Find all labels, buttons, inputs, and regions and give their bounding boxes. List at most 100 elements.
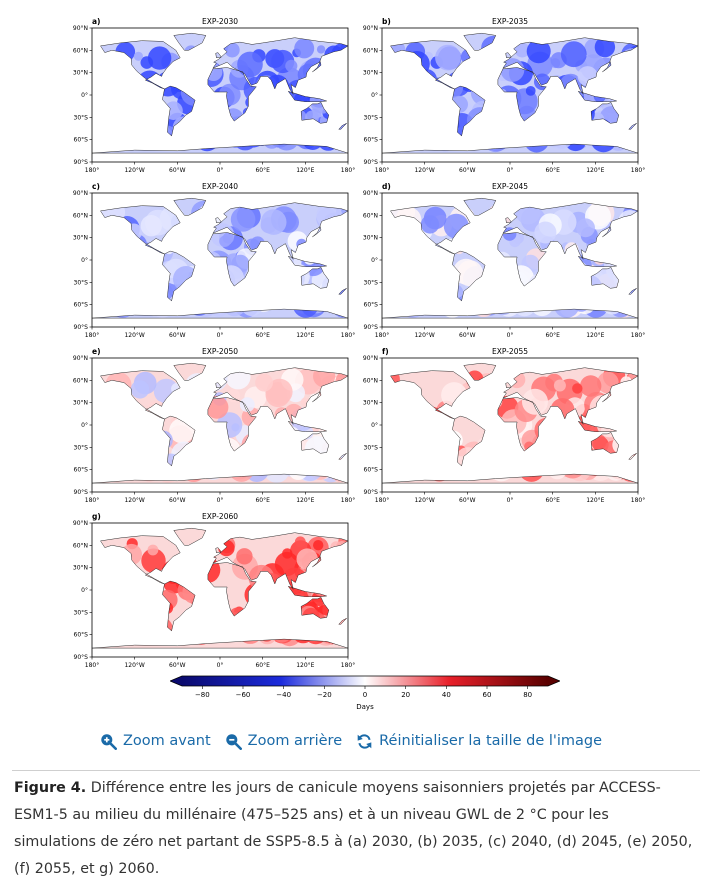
- x-tick-label: 120°W: [414, 332, 434, 339]
- y-tick-label: 0°: [81, 257, 88, 264]
- x-tick-label: 120°E: [586, 497, 604, 504]
- colorbar-tick-label: 0: [363, 691, 367, 699]
- heat-cell: [316, 45, 326, 54]
- figure-caption: Figure 4. Différence entre les jours de …: [14, 775, 694, 883]
- x-tick-label: 180°: [341, 332, 355, 339]
- heat-cell: [435, 44, 461, 71]
- reset-size-button[interactable]: Réinitialiser la taille de l'image: [356, 733, 602, 750]
- x-tick-label: 60°E: [255, 497, 270, 504]
- x-tick-label: 180°: [85, 497, 99, 504]
- y-tick-label: 30°S: [364, 114, 379, 121]
- caption-text: Différence entre les jours de canicule m…: [14, 780, 693, 877]
- x-tick-label: 180°: [341, 497, 355, 504]
- y-tick-label: 90°N: [73, 520, 88, 527]
- x-tick-label: 120°W: [124, 332, 144, 339]
- y-tick-label: 30°N: [73, 70, 88, 77]
- zoom-in-label: Zoom avant: [123, 733, 211, 749]
- y-tick-label: 30°S: [74, 279, 89, 286]
- y-tick-label: 60°N: [73, 47, 88, 54]
- coastline: [381, 32, 639, 154]
- heat-cell: [230, 207, 256, 232]
- y-tick-label: 0°: [371, 422, 378, 429]
- x-tick-label: 0°: [217, 662, 224, 669]
- zoom-in-icon: [101, 733, 117, 750]
- heat-cell: [534, 221, 557, 244]
- zoom-in-button[interactable]: Zoom avant: [100, 733, 211, 750]
- heat-cell: [260, 209, 287, 235]
- x-tick-label: 120°E: [296, 662, 314, 669]
- x-tick-label: 180°: [631, 332, 645, 339]
- x-tick-label: 120°E: [586, 167, 604, 174]
- y-tick-label: 30°N: [73, 400, 88, 407]
- coastline: [381, 197, 639, 319]
- x-tick-label: 0°: [507, 167, 514, 174]
- x-tick-label: 0°: [217, 497, 224, 504]
- heat-cell: [594, 36, 616, 58]
- y-tick-label: 60°N: [73, 377, 88, 384]
- x-tick-label: 180°: [375, 497, 389, 504]
- heat-cell: [130, 380, 150, 399]
- heat-cell: [133, 51, 143, 61]
- panel-letter: e): [92, 347, 101, 356]
- x-tick-label: 120°E: [586, 332, 604, 339]
- x-tick-label: 60°E: [255, 167, 270, 174]
- x-tick-label: 60°E: [545, 332, 560, 339]
- heat-cell: [313, 540, 324, 551]
- heat-cell: [147, 46, 172, 70]
- x-tick-label: 180°: [375, 167, 389, 174]
- y-tick-label: 0°: [371, 92, 378, 99]
- x-tick-label: 180°: [341, 167, 355, 174]
- y-tick-label: 0°: [81, 422, 88, 429]
- x-tick-label: 60°W: [169, 497, 186, 504]
- heat-cell: [227, 389, 241, 403]
- colorbar-tick-label: −40: [276, 691, 291, 699]
- y-tick-label: 60°S: [364, 137, 379, 144]
- y-tick-label: 60°S: [74, 467, 89, 474]
- y-tick-label: 60°N: [73, 542, 88, 549]
- x-tick-label: 120°W: [124, 497, 144, 504]
- y-tick-label: 30°N: [363, 235, 378, 242]
- x-tick-label: 0°: [507, 497, 514, 504]
- colorbar-tick-label: 60: [483, 691, 492, 699]
- heat-cell: [294, 38, 315, 59]
- colorbar-svg: −80 −60 −40 −20 0 20 40 60 80 Days: [169, 675, 561, 711]
- heat-cell: [420, 215, 440, 234]
- panel-title: EXP-2045: [492, 182, 528, 191]
- heat-cell: [266, 378, 293, 405]
- y-tick-label: 0°: [81, 587, 88, 594]
- x-tick-label: 120°W: [414, 167, 434, 174]
- colorbar-tick-label: −20: [317, 691, 332, 699]
- map-panel: g) EXP-2060 180° 120°W 60°W 0° 60°E 120°E 180° 90…: [66, 507, 366, 669]
- y-tick-label: 30°S: [364, 444, 379, 451]
- colorbar-tick-label: 80: [523, 691, 532, 699]
- x-tick-label: 60°W: [169, 167, 186, 174]
- heat-cell: [141, 548, 166, 573]
- x-tick-label: 60°W: [459, 497, 476, 504]
- heat-cell: [255, 373, 273, 392]
- x-tick-label: 180°: [631, 167, 645, 174]
- y-tick-label: 60°S: [364, 302, 379, 309]
- y-tick-label: 30°S: [74, 609, 89, 616]
- image-toolbar: Zoom avant Zoom arrière Réinitialiser la…: [100, 728, 620, 754]
- x-tick-label: 180°: [375, 332, 389, 339]
- heat-cell: [553, 379, 566, 392]
- y-tick-label: 90°N: [363, 25, 378, 32]
- coastline: [91, 527, 349, 649]
- panel-title: EXP-2035: [492, 17, 528, 26]
- y-tick-label: 0°: [371, 257, 378, 264]
- y-tick-label: 90°S: [74, 159, 89, 166]
- y-tick-label: 60°S: [74, 632, 89, 639]
- colorbar-tick-label: −80: [195, 691, 210, 699]
- panel-title: EXP-2055: [492, 347, 528, 356]
- panel-letter: c): [92, 182, 100, 191]
- y-tick-label: 90°N: [73, 190, 88, 197]
- y-tick-label: 30°S: [74, 114, 89, 121]
- y-tick-label: 60°S: [74, 302, 89, 309]
- zoom-out-button[interactable]: Zoom arrière: [225, 733, 342, 750]
- y-tick-label: 90°S: [364, 324, 379, 331]
- colorbar-tick-label: −60: [236, 691, 251, 699]
- refresh-icon: [357, 733, 372, 749]
